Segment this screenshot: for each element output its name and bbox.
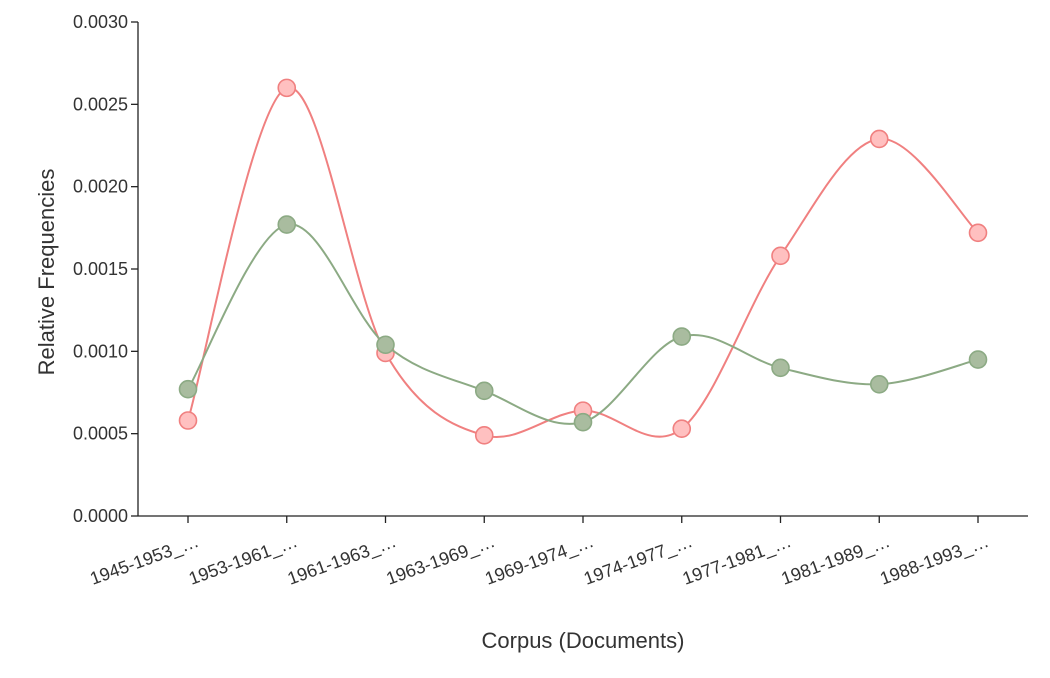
series-2-point (277, 215, 297, 234)
series-1-point (672, 419, 692, 439)
series-2-point (771, 358, 790, 378)
series-2-point (968, 350, 988, 369)
x-tick-label: 1953-1961_… (186, 531, 300, 590)
x-tick-label: 1963-1969_… (384, 531, 498, 590)
series-1-point (869, 129, 889, 149)
y-tick-label: 0.0015 (73, 259, 128, 279)
series-1 (178, 78, 988, 445)
y-tick-label: 0.0020 (73, 177, 128, 197)
x-tick-label: 1981-1989_… (779, 531, 893, 590)
series-2 (178, 215, 988, 432)
x-tick-label: 1974-1977_… (581, 531, 695, 590)
series-1-point (474, 426, 494, 445)
series-1-point (771, 246, 790, 266)
y-tick-label: 0.0030 (73, 12, 128, 32)
x-axis-title: Corpus (Documents) (482, 628, 685, 653)
series-2-point (573, 412, 593, 432)
y-tick-label: 0.0010 (73, 341, 128, 361)
series-2-point (474, 381, 494, 401)
y-tick-label: 0.0000 (73, 506, 128, 526)
x-tick-label: 1961-1963_… (285, 531, 399, 590)
series-2-point (869, 374, 889, 394)
series-1-point (178, 411, 198, 430)
y-tick-label: 0.0005 (73, 424, 128, 444)
series-2-point (178, 379, 198, 399)
series-1-point (968, 223, 988, 243)
series-2-point (672, 327, 692, 346)
series-layer (178, 78, 988, 445)
x-tick-label: 1988-1993_… (877, 531, 991, 590)
x-tick-label: 1969-1974_… (482, 531, 596, 590)
y-axis-title: Relative Frequencies (34, 169, 59, 376)
x-tick-label: 1945-1953_… (87, 531, 201, 590)
series-1-point (277, 78, 297, 98)
y-tick-label: 0.0025 (73, 94, 128, 114)
x-tick-label: 1977-1981_… (680, 531, 794, 590)
series-2-point (376, 335, 395, 355)
series-2-line (187, 223, 979, 425)
